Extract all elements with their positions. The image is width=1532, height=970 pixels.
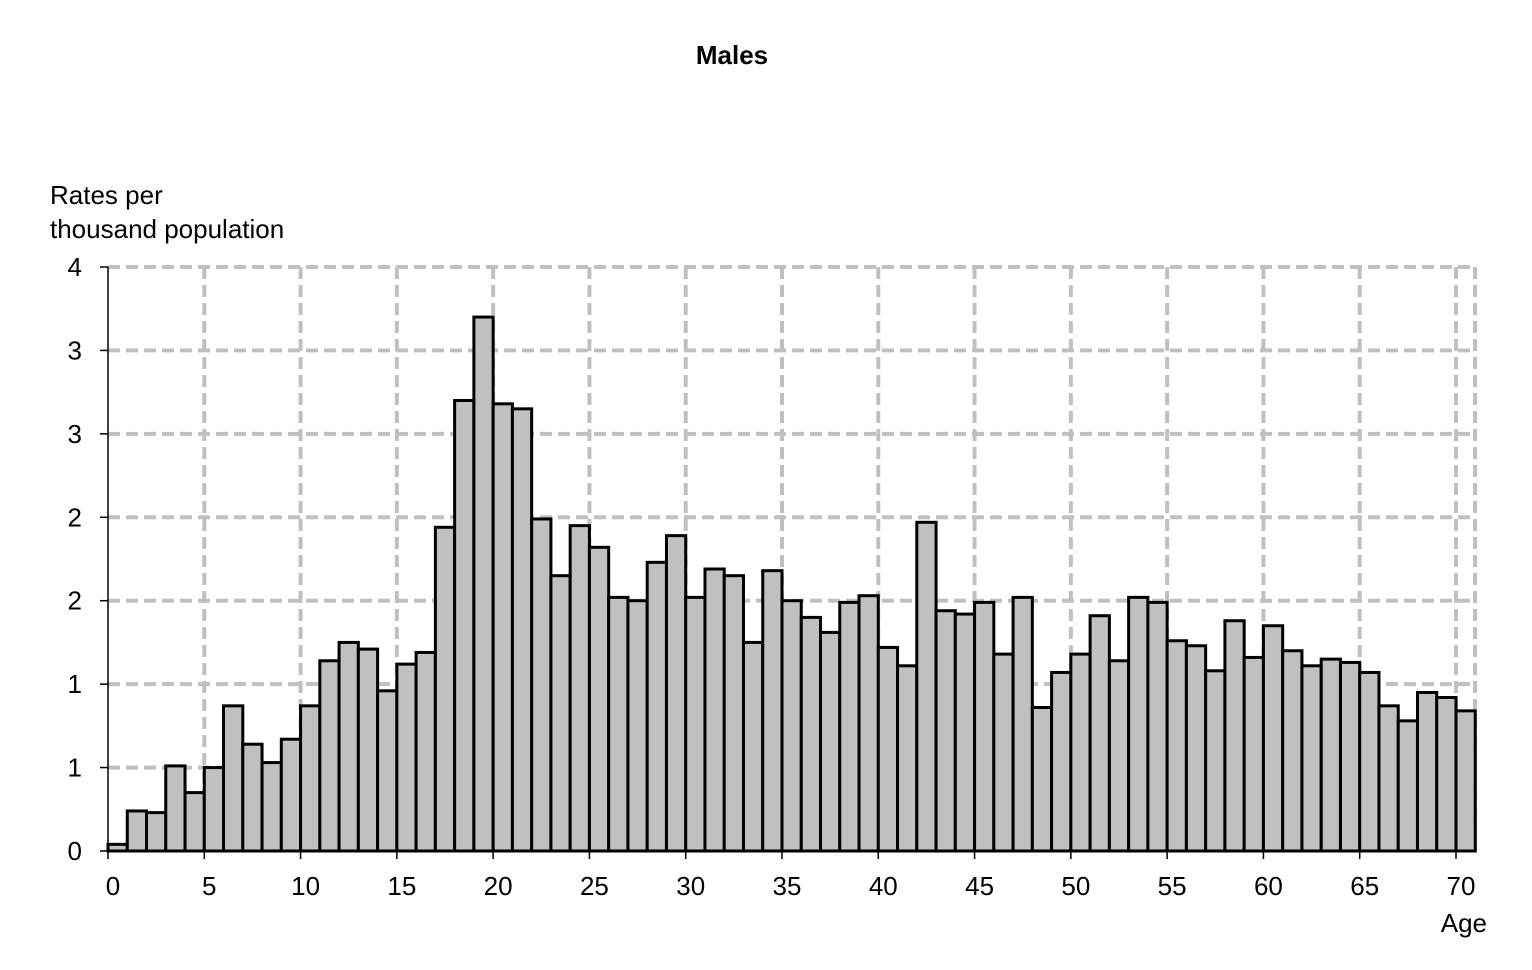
bar: [626, 599, 649, 853]
bar: [761, 569, 784, 853]
y-tick-label: 1: [68, 669, 82, 699]
bar: [1069, 652, 1092, 853]
x-axis-label: Age: [1441, 908, 1487, 938]
bar: [587, 545, 611, 853]
bar: [684, 595, 707, 853]
bar: [433, 525, 457, 853]
x-tick-label: 45: [965, 871, 994, 901]
bar: [857, 594, 880, 853]
bar: [741, 640, 765, 853]
x-tick-label: 55: [1158, 871, 1187, 901]
y-tick-label: 3: [68, 419, 82, 449]
bar: [510, 407, 534, 853]
bar: [799, 615, 823, 853]
bar: [896, 664, 919, 853]
x-tick-label: 65: [1350, 871, 1379, 901]
x-tick-label: 15: [387, 871, 416, 901]
bar: [395, 662, 418, 853]
x-tick-label: 70: [1447, 871, 1476, 901]
y-tick-label: 1: [68, 753, 82, 783]
bar: [1435, 695, 1458, 853]
bar: [819, 630, 842, 853]
bar: [145, 811, 168, 853]
bar: [703, 567, 726, 853]
y-tick-label: 2: [68, 502, 82, 532]
bar: [568, 524, 591, 853]
bar: [1223, 619, 1246, 853]
bar: [222, 704, 245, 853]
bar: [1377, 704, 1400, 853]
y-tick-label: 3: [68, 335, 82, 365]
bar: [992, 652, 1015, 853]
bar: [453, 398, 476, 853]
x-tick-label: 5: [202, 871, 216, 901]
bar: [1338, 660, 1362, 853]
y-tick-label: 4: [68, 252, 82, 282]
x-tick-label: 0: [106, 871, 120, 901]
bar: [664, 534, 688, 853]
bar: [106, 842, 129, 853]
bar: [1050, 670, 1073, 853]
bar: [1107, 659, 1131, 853]
x-tick-label: 35: [773, 871, 802, 901]
bar: [1165, 639, 1188, 853]
x-tick-label: 60: [1254, 871, 1283, 901]
bar: [125, 809, 149, 853]
bar: [953, 612, 977, 853]
bar: [414, 650, 437, 853]
bar: [1281, 649, 1304, 853]
bar: [279, 737, 303, 853]
bar: [722, 574, 745, 853]
x-tick-label: 25: [580, 871, 609, 901]
x-tick-label: 30: [676, 871, 705, 901]
bar: [491, 402, 514, 853]
bar: [260, 761, 283, 853]
bar: [299, 704, 322, 853]
bar: [1415, 690, 1439, 853]
bar: [645, 560, 668, 853]
bar: [530, 517, 553, 853]
bar: [607, 595, 630, 853]
bar: [1011, 595, 1034, 853]
bar: [876, 645, 900, 853]
bar: [1261, 624, 1285, 853]
y-axis-label-line1: Rates per: [50, 180, 163, 210]
bar: [1088, 614, 1111, 853]
bar: [376, 689, 399, 853]
bar: [318, 659, 341, 853]
bar: [1146, 600, 1169, 853]
bar: [780, 599, 803, 853]
bar: [1184, 644, 1208, 853]
chart-title: Males: [696, 40, 768, 70]
bar: [1454, 709, 1477, 853]
y-tick-label: 0: [68, 836, 82, 866]
bar: [1127, 595, 1150, 853]
bar: [472, 315, 495, 853]
bar: [241, 742, 264, 853]
bar: [1396, 719, 1419, 853]
y-tick-label: 2: [68, 586, 82, 616]
bar: [1358, 670, 1381, 853]
bar: [838, 600, 861, 853]
bar: [337, 640, 360, 853]
bar: [1204, 669, 1227, 853]
x-tick-label: 10: [291, 871, 320, 901]
bar: [1319, 657, 1342, 853]
x-tick-label: 50: [1061, 871, 1090, 901]
bar: [164, 764, 187, 853]
bar: [549, 574, 572, 853]
y-axis-label-line2: thousand population: [50, 214, 284, 244]
x-tick-label: 20: [484, 871, 513, 901]
bar: [915, 520, 938, 853]
bar: [934, 609, 957, 853]
bar: [973, 600, 996, 853]
bar: [1300, 664, 1323, 853]
bar: [1242, 655, 1265, 853]
x-tick-label: 40: [869, 871, 898, 901]
bar: [202, 766, 226, 853]
bar: [1030, 706, 1054, 853]
bar: [183, 791, 206, 853]
bar: [356, 647, 380, 853]
